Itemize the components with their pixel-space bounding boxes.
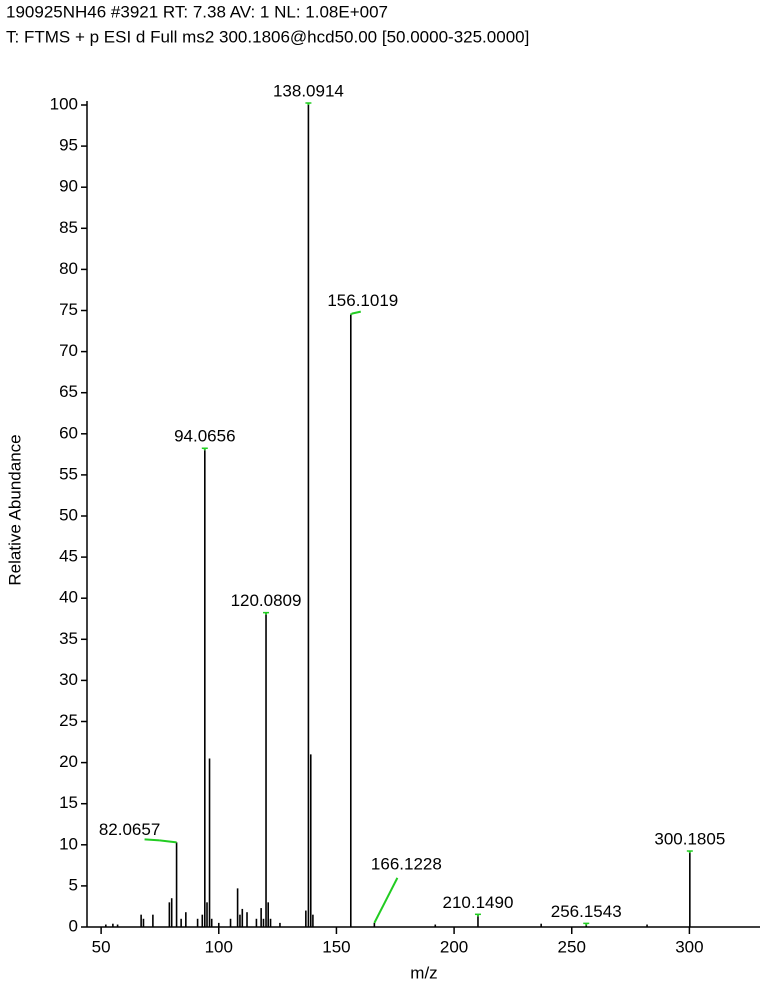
x-tick-label: 250 [558,937,586,956]
leader-line [373,877,399,924]
chart-title: 190925NH46 #3921 RT: 7.38 AV: 1 NL: 1.08… [6,2,388,21]
y-tick-label: 30 [59,670,78,689]
peak-label: 82.0657 [99,820,160,839]
y-tick-label: 5 [69,875,78,894]
y-tick-label: 15 [59,793,78,812]
y-tick-label: 55 [59,464,78,483]
peak-label: 210.1490 [443,893,514,912]
y-tick-label: 20 [59,752,78,771]
y-tick-label: 45 [59,547,78,566]
x-tick-label: 50 [92,937,111,956]
y-tick-label: 50 [59,505,78,524]
y-tick-label: 90 [59,177,78,196]
y-tick-label: 85 [59,218,78,237]
x-tick-label: 300 [675,937,703,956]
peak-label: 300.1805 [654,830,725,849]
y-tick-label: 0 [69,916,78,935]
peak-label: 166.1228 [371,854,442,873]
peak-label: 256.1543 [551,902,622,921]
y-tick-label: 65 [59,382,78,401]
y-tick-label: 35 [59,629,78,648]
x-tick-label: 200 [440,937,468,956]
y-tick-label: 70 [59,341,78,360]
leader-line [159,839,177,844]
peak-label: 156.1019 [327,291,398,310]
peak-label: 120.0809 [231,591,302,610]
y-tick-label: 10 [59,834,78,853]
peak-label: 138.0914 [273,81,344,100]
y-tick-label: 60 [59,423,78,442]
y-tick-label: 40 [59,588,78,607]
leader-line [351,310,362,315]
y-tick-label: 25 [59,711,78,730]
y-axis-label: Relative Abundance [5,434,24,585]
leader-line [350,312,353,316]
x-axis-label: m/z [410,963,437,982]
y-tick-label: 95 [59,136,78,155]
peak-label: 94.0656 [174,427,235,446]
y-tick-label: 80 [59,259,78,278]
leader-line [144,838,160,842]
chart-subtitle: T: FTMS + p ESI d Full ms2 300.1806@hcd5… [6,27,529,46]
y-tick-label: 75 [59,300,78,319]
y-tick-label: 100 [50,94,78,113]
x-tick-label: 150 [322,937,350,956]
x-tick-label: 100 [205,937,233,956]
